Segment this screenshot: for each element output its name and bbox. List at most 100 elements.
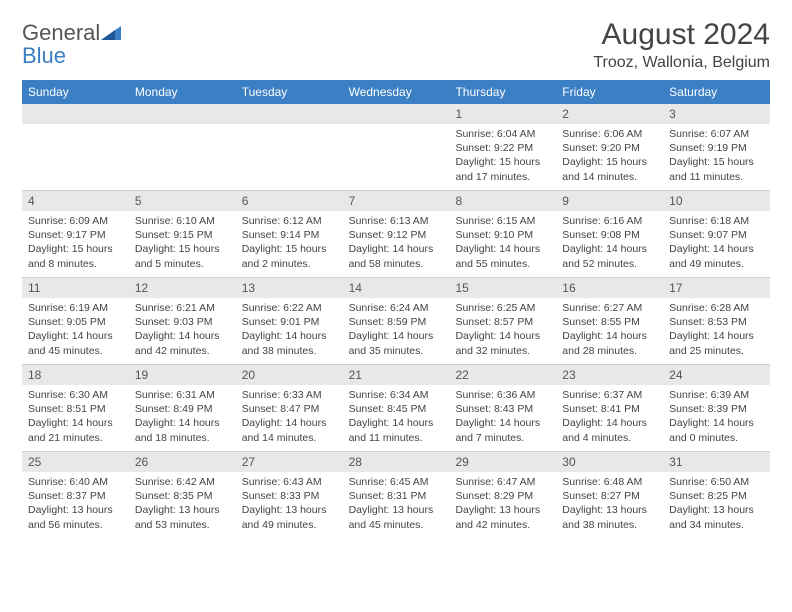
day-cell: 6Sunrise: 6:12 AMSunset: 9:14 PMDaylight… [236, 191, 343, 277]
day-details: Sunrise: 6:16 AMSunset: 9:08 PMDaylight:… [556, 211, 663, 277]
day-cell: 8Sunrise: 6:15 AMSunset: 9:10 PMDaylight… [449, 191, 556, 277]
day-cell: 27Sunrise: 6:43 AMSunset: 8:33 PMDayligh… [236, 452, 343, 538]
day-cell: 20Sunrise: 6:33 AMSunset: 8:47 PMDayligh… [236, 365, 343, 451]
day-details: Sunrise: 6:27 AMSunset: 8:55 PMDaylight:… [556, 298, 663, 364]
day-number: 3 [663, 104, 770, 124]
location: Trooz, Wallonia, Belgium [593, 54, 770, 72]
day-cell: 10Sunrise: 6:18 AMSunset: 9:07 PMDayligh… [663, 191, 770, 277]
day-details: Sunrise: 6:10 AMSunset: 9:15 PMDaylight:… [129, 211, 236, 277]
day-cell: 12Sunrise: 6:21 AMSunset: 9:03 PMDayligh… [129, 278, 236, 364]
day-cell: 19Sunrise: 6:31 AMSunset: 8:49 PMDayligh… [129, 365, 236, 451]
day-cell: 16Sunrise: 6:27 AMSunset: 8:55 PMDayligh… [556, 278, 663, 364]
days-of-week-row: SundayMondayTuesdayWednesdayThursdayFrid… [22, 80, 770, 104]
day-number [343, 104, 450, 124]
day-cell: 21Sunrise: 6:34 AMSunset: 8:45 PMDayligh… [343, 365, 450, 451]
day-cell: 11Sunrise: 6:19 AMSunset: 9:05 PMDayligh… [22, 278, 129, 364]
day-number: 16 [556, 278, 663, 298]
day-number [236, 104, 343, 124]
day-details: Sunrise: 6:42 AMSunset: 8:35 PMDaylight:… [129, 472, 236, 538]
day-number: 25 [22, 452, 129, 472]
day-details: Sunrise: 6:28 AMSunset: 8:53 PMDaylight:… [663, 298, 770, 364]
day-number: 28 [343, 452, 450, 472]
day-number: 9 [556, 191, 663, 211]
day-details: Sunrise: 6:19 AMSunset: 9:05 PMDaylight:… [22, 298, 129, 364]
day-details: Sunrise: 6:47 AMSunset: 8:29 PMDaylight:… [449, 472, 556, 538]
day-details: Sunrise: 6:40 AMSunset: 8:37 PMDaylight:… [22, 472, 129, 538]
calendar-page: General Blue August 2024 Trooz, Wallonia… [0, 0, 792, 556]
day-of-week-header: Friday [556, 80, 663, 104]
day-details: Sunrise: 6:24 AMSunset: 8:59 PMDaylight:… [343, 298, 450, 364]
day-number: 26 [129, 452, 236, 472]
day-cell: 7Sunrise: 6:13 AMSunset: 9:12 PMDaylight… [343, 191, 450, 277]
day-cell: 3Sunrise: 6:07 AMSunset: 9:19 PMDaylight… [663, 104, 770, 190]
day-of-week-header: Wednesday [343, 80, 450, 104]
day-details: Sunrise: 6:25 AMSunset: 8:57 PMDaylight:… [449, 298, 556, 364]
day-number: 7 [343, 191, 450, 211]
day-details: Sunrise: 6:15 AMSunset: 9:10 PMDaylight:… [449, 211, 556, 277]
day-of-week-header: Saturday [663, 80, 770, 104]
day-cell: 4Sunrise: 6:09 AMSunset: 9:17 PMDaylight… [22, 191, 129, 277]
day-details: Sunrise: 6:07 AMSunset: 9:19 PMDaylight:… [663, 124, 770, 190]
day-number: 18 [22, 365, 129, 385]
day-number: 8 [449, 191, 556, 211]
day-details: Sunrise: 6:33 AMSunset: 8:47 PMDaylight:… [236, 385, 343, 451]
day-number: 22 [449, 365, 556, 385]
day-number: 23 [556, 365, 663, 385]
weeks-container: 1Sunrise: 6:04 AMSunset: 9:22 PMDaylight… [22, 104, 770, 538]
day-cell [343, 104, 450, 190]
day-number: 15 [449, 278, 556, 298]
day-cell: 9Sunrise: 6:16 AMSunset: 9:08 PMDaylight… [556, 191, 663, 277]
brand-right: Blue [22, 43, 66, 68]
day-cell: 28Sunrise: 6:45 AMSunset: 8:31 PMDayligh… [343, 452, 450, 538]
day-details: Sunrise: 6:50 AMSunset: 8:25 PMDaylight:… [663, 472, 770, 538]
day-details: Sunrise: 6:09 AMSunset: 9:17 PMDaylight:… [22, 211, 129, 277]
day-details: Sunrise: 6:48 AMSunset: 8:27 PMDaylight:… [556, 472, 663, 538]
day-details: Sunrise: 6:12 AMSunset: 9:14 PMDaylight:… [236, 211, 343, 277]
day-details: Sunrise: 6:36 AMSunset: 8:43 PMDaylight:… [449, 385, 556, 451]
day-of-week-header: Thursday [449, 80, 556, 104]
day-details: Sunrise: 6:45 AMSunset: 8:31 PMDaylight:… [343, 472, 450, 538]
day-number [129, 104, 236, 124]
day-number: 6 [236, 191, 343, 211]
day-cell: 13Sunrise: 6:22 AMSunset: 9:01 PMDayligh… [236, 278, 343, 364]
sail-icon [101, 24, 121, 45]
week-row: 11Sunrise: 6:19 AMSunset: 9:05 PMDayligh… [22, 278, 770, 365]
day-number: 1 [449, 104, 556, 124]
day-cell: 1Sunrise: 6:04 AMSunset: 9:22 PMDaylight… [449, 104, 556, 190]
day-cell: 30Sunrise: 6:48 AMSunset: 8:27 PMDayligh… [556, 452, 663, 538]
calendar: SundayMondayTuesdayWednesdayThursdayFrid… [22, 80, 770, 538]
day-cell: 5Sunrise: 6:10 AMSunset: 9:15 PMDaylight… [129, 191, 236, 277]
day-number: 29 [449, 452, 556, 472]
day-cell: 2Sunrise: 6:06 AMSunset: 9:20 PMDaylight… [556, 104, 663, 190]
day-details: Sunrise: 6:06 AMSunset: 9:20 PMDaylight:… [556, 124, 663, 190]
day-cell: 26Sunrise: 6:42 AMSunset: 8:35 PMDayligh… [129, 452, 236, 538]
day-number: 5 [129, 191, 236, 211]
week-row: 25Sunrise: 6:40 AMSunset: 8:37 PMDayligh… [22, 452, 770, 538]
day-number: 10 [663, 191, 770, 211]
header: General Blue August 2024 Trooz, Wallonia… [22, 18, 770, 72]
day-number: 13 [236, 278, 343, 298]
day-number: 30 [556, 452, 663, 472]
day-number: 20 [236, 365, 343, 385]
day-details: Sunrise: 6:31 AMSunset: 8:49 PMDaylight:… [129, 385, 236, 451]
day-cell: 31Sunrise: 6:50 AMSunset: 8:25 PMDayligh… [663, 452, 770, 538]
day-details: Sunrise: 6:43 AMSunset: 8:33 PMDaylight:… [236, 472, 343, 538]
day-number: 2 [556, 104, 663, 124]
day-number: 4 [22, 191, 129, 211]
day-cell: 17Sunrise: 6:28 AMSunset: 8:53 PMDayligh… [663, 278, 770, 364]
day-of-week-header: Monday [129, 80, 236, 104]
day-number: 17 [663, 278, 770, 298]
day-details: Sunrise: 6:18 AMSunset: 9:07 PMDaylight:… [663, 211, 770, 277]
day-cell: 24Sunrise: 6:39 AMSunset: 8:39 PMDayligh… [663, 365, 770, 451]
week-row: 4Sunrise: 6:09 AMSunset: 9:17 PMDaylight… [22, 191, 770, 278]
brand-left: General [22, 20, 100, 45]
day-details: Sunrise: 6:04 AMSunset: 9:22 PMDaylight:… [449, 124, 556, 190]
day-details: Sunrise: 6:37 AMSunset: 8:41 PMDaylight:… [556, 385, 663, 451]
day-number: 31 [663, 452, 770, 472]
day-cell: 15Sunrise: 6:25 AMSunset: 8:57 PMDayligh… [449, 278, 556, 364]
day-cell: 22Sunrise: 6:36 AMSunset: 8:43 PMDayligh… [449, 365, 556, 451]
day-cell: 14Sunrise: 6:24 AMSunset: 8:59 PMDayligh… [343, 278, 450, 364]
day-number: 21 [343, 365, 450, 385]
day-number: 14 [343, 278, 450, 298]
day-number: 19 [129, 365, 236, 385]
